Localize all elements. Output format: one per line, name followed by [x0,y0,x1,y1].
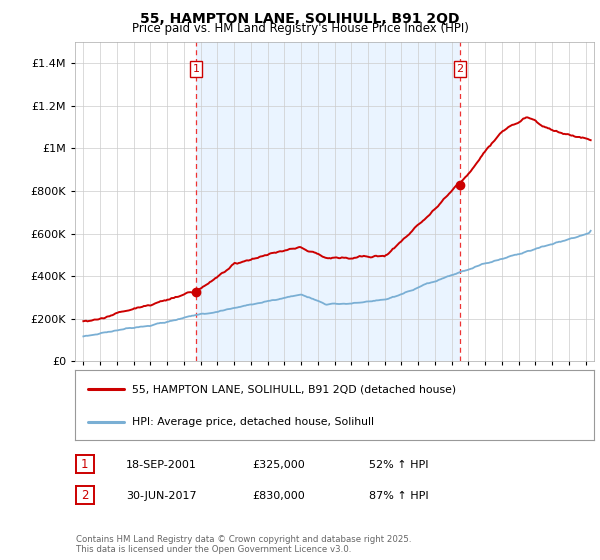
Text: 1: 1 [193,64,199,74]
Text: 55, HAMPTON LANE, SOLIHULL, B91 2QD (detached house): 55, HAMPTON LANE, SOLIHULL, B91 2QD (det… [132,384,456,394]
Text: 30-JUN-2017: 30-JUN-2017 [126,491,197,501]
Text: 1: 1 [81,458,88,471]
Text: 2: 2 [457,64,463,74]
Text: 87% ↑ HPI: 87% ↑ HPI [369,491,428,501]
Text: 18-SEP-2001: 18-SEP-2001 [126,460,197,470]
Text: Price paid vs. HM Land Registry's House Price Index (HPI): Price paid vs. HM Land Registry's House … [131,22,469,35]
Text: 52% ↑ HPI: 52% ↑ HPI [369,460,428,470]
Text: HPI: Average price, detached house, Solihull: HPI: Average price, detached house, Soli… [132,417,374,427]
Text: £830,000: £830,000 [252,491,305,501]
Text: 55, HAMPTON LANE, SOLIHULL, B91 2QD: 55, HAMPTON LANE, SOLIHULL, B91 2QD [140,12,460,26]
Bar [196,42,460,361]
Text: £325,000: £325,000 [252,460,305,470]
Text: 2: 2 [81,488,88,502]
Text: Contains HM Land Registry data © Crown copyright and database right 2025.
This d: Contains HM Land Registry data © Crown c… [76,535,411,554]
